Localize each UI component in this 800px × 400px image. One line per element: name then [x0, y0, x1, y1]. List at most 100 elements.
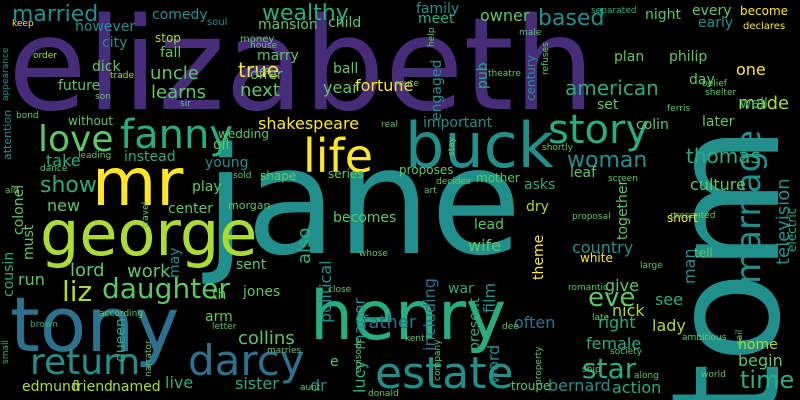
word-woman: woman — [567, 148, 648, 173]
word-son: son — [95, 92, 111, 102]
word-according: according — [99, 309, 144, 319]
word-take: take — [46, 151, 81, 170]
word-attention: attention — [1, 109, 14, 160]
word-trade: trade — [110, 71, 134, 81]
word-often: often — [514, 313, 556, 332]
word-married: married — [12, 2, 99, 27]
word-culture: culture — [690, 175, 746, 194]
word-real: real — [381, 120, 399, 130]
word-next: next — [240, 80, 280, 101]
word-cousin: cousin — [1, 251, 17, 297]
word-troupe: troupe — [511, 379, 551, 393]
word-owner: owner — [480, 6, 530, 25]
word-liz: liz — [62, 275, 93, 308]
word-fanny: fanny — [120, 112, 233, 158]
word-aunt: aunt — [300, 383, 321, 393]
word-becomes: becomes — [333, 210, 397, 226]
word-donald: donald — [368, 389, 399, 399]
word-wealthy: wealthy — [262, 1, 349, 26]
word-help: help — [427, 27, 437, 47]
word-new: new — [47, 196, 81, 215]
word-short: short — [667, 211, 698, 225]
word-edmund: edmund — [22, 379, 80, 395]
word-proposes: proposes — [399, 163, 454, 177]
word-art: art — [424, 186, 437, 196]
word-life: life — [303, 129, 374, 183]
word-stay: stay — [447, 136, 457, 156]
word-live: live — [165, 373, 194, 392]
word-must: must — [21, 224, 37, 260]
word-bond: bond — [16, 111, 39, 121]
word-every: every — [692, 3, 732, 19]
word-named: named — [112, 379, 161, 395]
word-company: company — [433, 339, 443, 381]
word-well: well — [740, 96, 768, 112]
word-oil: oil — [213, 137, 230, 153]
word-jones: jones — [243, 284, 281, 300]
word-society: society — [610, 347, 643, 357]
word-buck: buck — [405, 109, 554, 182]
word-sister: sister — [235, 374, 279, 393]
word-ambitious: ambitious — [682, 333, 727, 343]
word-give: give — [605, 276, 639, 295]
word-run: run — [18, 270, 45, 289]
word-stop: stop — [155, 31, 181, 45]
word-sent: sent — [236, 257, 267, 273]
word-made: made — [738, 93, 790, 114]
word-daughter: daughter — [102, 272, 230, 305]
word-electric: electric — [785, 207, 799, 252]
word-dance: dance — [40, 164, 68, 174]
word-appearance: appearance — [1, 47, 11, 101]
word-american: american — [565, 76, 659, 100]
word-presented: presented — [670, 211, 716, 221]
word-lead: lead — [474, 217, 504, 233]
word-marries: marries — [267, 346, 302, 356]
word-asks: asks — [524, 177, 556, 193]
word-shortly: shortly — [542, 143, 573, 153]
word-large: large — [640, 261, 663, 271]
word-eve: eve — [588, 283, 636, 313]
word-dry: dry — [526, 199, 549, 215]
word-philip: philip — [669, 49, 708, 65]
word-white: white — [580, 251, 613, 265]
word-friend: friend — [72, 379, 113, 395]
word-leading: leading — [78, 151, 112, 161]
word-lord: lord — [70, 260, 105, 281]
word-morgan: morgan — [228, 199, 271, 212]
word-wife: wife — [468, 236, 502, 255]
word-travel: travel — [141, 201, 151, 228]
word-male: male — [519, 28, 542, 38]
word-family: family — [416, 1, 460, 17]
word-important: important — [423, 115, 493, 131]
word-become: become — [740, 4, 789, 18]
word-route: route — [395, 79, 419, 89]
word-fortune: fortune — [355, 76, 414, 95]
word-e: e — [330, 354, 339, 370]
word-tell: tell — [694, 246, 713, 260]
word-show: show — [40, 173, 97, 198]
word-father: father — [362, 312, 417, 333]
word-night: night — [645, 7, 682, 23]
word-ferris: ferris — [667, 104, 691, 114]
word-learns: learns — [151, 82, 206, 103]
word-instead: instead — [124, 149, 176, 165]
word-aid: aid — [5, 186, 19, 196]
word-th: th — [212, 287, 227, 303]
word-dr: dr — [310, 376, 327, 395]
word-century: century — [524, 55, 538, 101]
word-together: together — [615, 179, 631, 240]
word-however: however — [75, 19, 136, 35]
word-year: year — [323, 78, 359, 97]
word-shape: shape — [260, 169, 297, 183]
word-plan: plan — [614, 49, 645, 65]
word-theme: theme — [531, 234, 547, 280]
word-episode: episode — [354, 337, 364, 373]
word-war: war — [448, 281, 474, 297]
word-female: female — [586, 334, 642, 353]
word-mr: mr — [92, 144, 184, 221]
word-bernard: bernard — [548, 376, 611, 395]
word-early: early — [698, 15, 734, 31]
word-collins: collins — [238, 328, 295, 349]
word-later: later — [702, 114, 735, 130]
word-based: based — [538, 6, 605, 31]
